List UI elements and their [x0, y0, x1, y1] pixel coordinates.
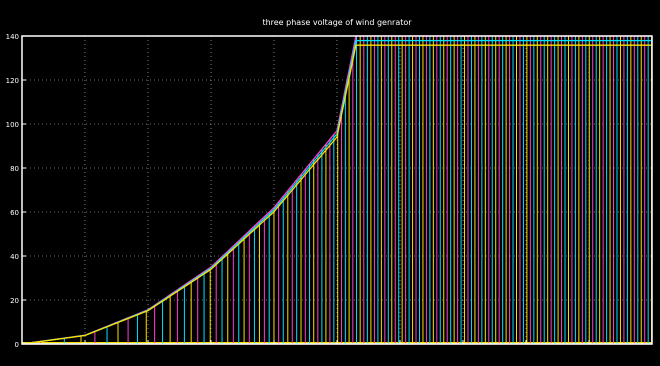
y-tick-label: 100	[6, 121, 19, 129]
y-tick-label: 0	[15, 341, 19, 349]
y-tick-label: 80	[10, 165, 19, 173]
y-tick-label: 20	[10, 297, 19, 305]
y-tick-label: 140	[6, 33, 19, 41]
chart-title: three phase voltage of wind genrator	[262, 18, 412, 27]
plot-area	[22, 36, 652, 344]
series-envelope-line	[21, 44, 652, 345]
title-bar	[0, 0, 660, 32]
y-tick-label: 60	[10, 209, 19, 217]
y-tick-label: 40	[10, 253, 19, 261]
y-tick-label: 120	[6, 77, 19, 85]
grid-lines	[22, 36, 652, 344]
x-tick-marks	[21, 340, 653, 344]
y-tick-labels: 0 20 40 60 80 100 120 140	[6, 33, 26, 349]
